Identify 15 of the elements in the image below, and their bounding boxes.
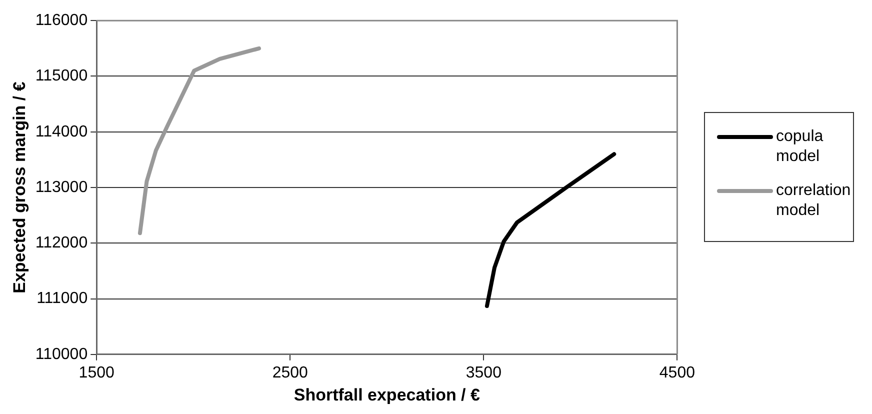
y-tick-label: 112000 <box>35 234 88 252</box>
y-tick-label: 114000 <box>35 123 88 140</box>
y-axis-title: Expected gross margin / € <box>10 81 29 294</box>
legend-label: correlation model <box>776 181 851 221</box>
x-tick-label: 4500 <box>659 364 696 382</box>
x-tick-label: 3500 <box>466 364 502 382</box>
y-tick-label: 115000 <box>35 68 88 85</box>
y-tick-label: 113000 <box>35 178 88 196</box>
y-tick-label: 116000 <box>35 12 88 30</box>
y-tick-label: 110000 <box>35 346 88 363</box>
x-axis-title: Shortfall expecation / € <box>294 385 480 404</box>
x-tick-label: 1500 <box>78 364 114 382</box>
legend-label: copula model <box>776 127 824 167</box>
x-tick-label: 2500 <box>272 364 308 382</box>
y-tick-label: 111000 <box>36 290 88 308</box>
